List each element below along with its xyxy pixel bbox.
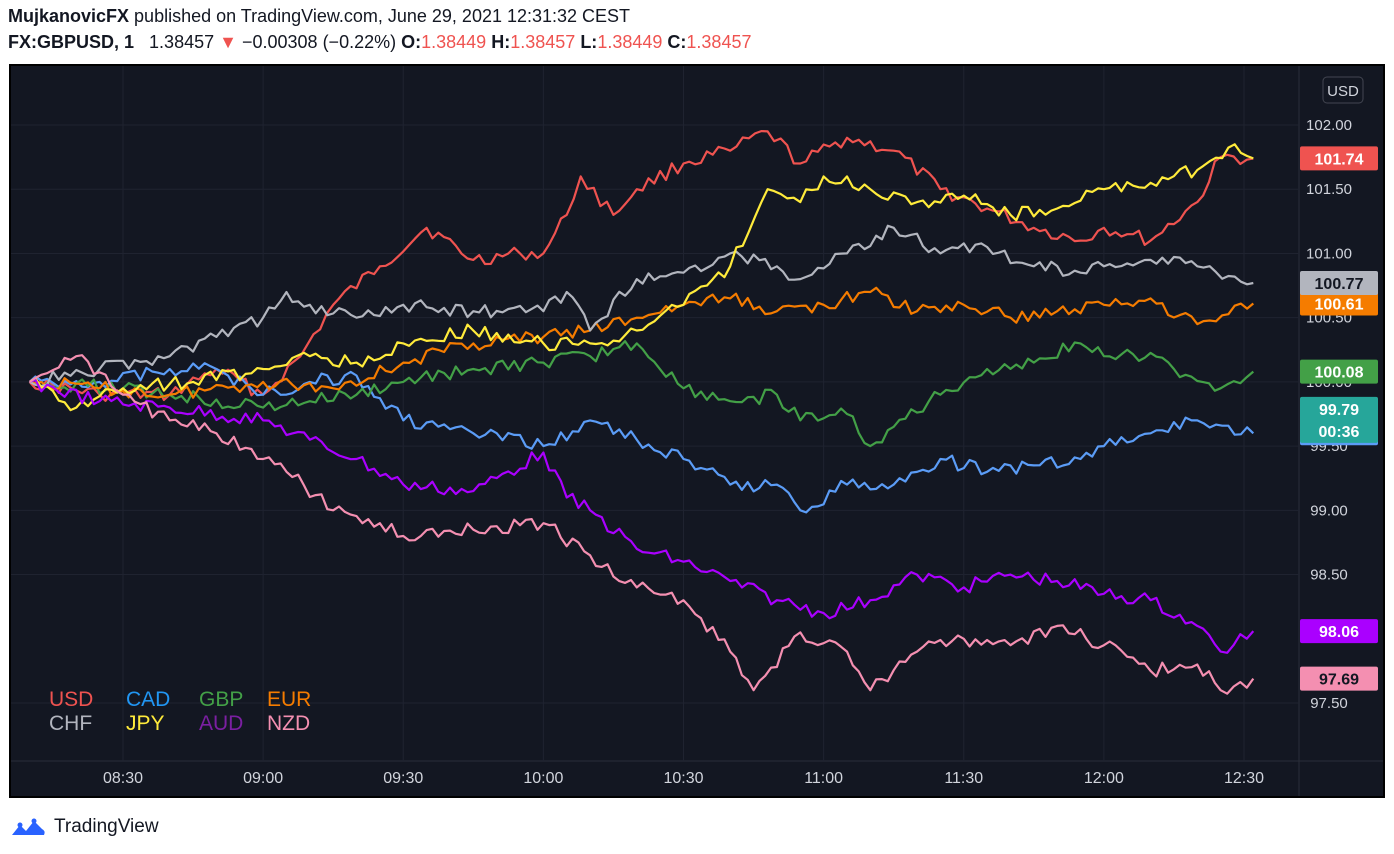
last-value-tag-eur: 100.61	[1315, 297, 1364, 314]
series-line-jpy	[29, 143, 1254, 412]
last-value-tag-nzd-bg	[1300, 666, 1378, 691]
legend-item-cad: CAD	[126, 688, 170, 711]
series-line-gbp	[29, 340, 1255, 448]
x-tick-label: 12:00	[1084, 770, 1124, 787]
low-value: 1.38449	[597, 32, 663, 52]
series-line-usd	[28, 129, 1254, 402]
open-value: 1.38449	[421, 32, 487, 52]
triangle-down-icon: ▼	[219, 32, 237, 52]
series-line-cad	[28, 362, 1255, 514]
y-tick-label: 99.00	[1310, 502, 1348, 519]
x-tick-label: 11:30	[944, 770, 983, 787]
last-value-tag-chf: 100.77	[1315, 276, 1364, 293]
footer-brand[interactable]: TradingView	[8, 814, 159, 840]
y-tick-label: 101.50	[1306, 181, 1352, 198]
x-tick-label: 08:30	[103, 770, 143, 787]
author-name[interactable]: MujkanovicFX	[8, 6, 130, 26]
x-tick-label: 12:30	[1224, 770, 1264, 787]
tradingview-cloud-icon	[12, 818, 45, 835]
currency-button[interactable]	[1322, 76, 1364, 104]
legend-item-aud: AUD	[199, 712, 243, 735]
countdown-price: 99.79	[1319, 402, 1359, 419]
chart-legend: USD CAD GBP EUR CHF JPY AUD NZD	[49, 688, 311, 735]
x-tick-label: 11:00	[804, 770, 843, 787]
time-axis[interactable]: 08:30 09:00 09:30 10:00 10:30 11:00 11:30 12:00…	[103, 770, 1264, 787]
legend-item-jpy: JPY	[126, 712, 165, 735]
last-value-tag-gbp: 100.08	[1315, 365, 1364, 382]
legend-item-nzd: NZD	[267, 712, 310, 735]
low-label: L:	[580, 32, 598, 52]
symbol-name: FX:GBPUSD, 1	[8, 32, 135, 52]
multi-currency-chart[interactable]: 102.00101.50101.00100.50100.0099.5099.00…	[11, 66, 1383, 796]
open-label: O:	[401, 32, 422, 52]
last-value-tag-gbp-bg	[1300, 359, 1378, 384]
published-text: published on TradingView.com, June 29, 2…	[134, 6, 631, 26]
countdown-badge-bg	[1300, 396, 1378, 443]
brand-name: TradingView	[54, 816, 159, 837]
x-tick-label: 10:30	[663, 770, 703, 787]
close-value: 1.38457	[686, 32, 752, 52]
currency-label: USD	[1327, 83, 1359, 100]
x-tick-label: 09:30	[383, 770, 423, 787]
countdown-timer: 00:36	[1319, 424, 1360, 441]
legend-item-gbp: GBP	[199, 688, 243, 711]
legend-item-usd: USD	[49, 688, 93, 711]
last-price: 1.38457	[149, 32, 215, 52]
close-label: C:	[667, 32, 687, 52]
chart-series	[28, 129, 1255, 695]
chart-panel[interactable]: 102.00101.50101.00100.50100.0099.5099.00…	[9, 64, 1385, 798]
price-axis[interactable]: 102.00101.50101.00100.50100.0099.5099.00…	[1306, 76, 1364, 712]
high-label: H:	[491, 32, 511, 52]
last-value-tag-chf-bg	[1300, 270, 1378, 295]
publish-info: MujkanovicFX published on TradingView.co…	[8, 6, 630, 27]
price-change: −0.00308 (−0.22%)	[241, 32, 397, 52]
y-tick-label: 102.00	[1306, 117, 1352, 134]
last-value-tag-eur-bg	[1300, 291, 1378, 316]
y-tick-label: 97.50	[1310, 695, 1348, 712]
x-tick-label: 10:00	[523, 770, 563, 787]
series-line-eur	[29, 286, 1254, 399]
y-tick-label: 98.50	[1310, 567, 1348, 584]
legend-item-chf: CHF	[49, 712, 92, 735]
last-value-tag-aud-bg	[1300, 619, 1378, 644]
series-line-aud	[29, 378, 1255, 654]
legend-item-eur: EUR	[267, 688, 311, 711]
last-value-tag-usd: 101.74	[1315, 151, 1364, 168]
last-value-tag-nzd: 97.69	[1319, 672, 1359, 689]
last-value-tags: 101.7499.60100.08100.61100.7798.0697.699…	[1300, 146, 1378, 691]
series-line-chf	[29, 224, 1254, 387]
symbol-info-bar: FX:GBPUSD, 1 1.38457 ▼ −0.00308 (−0.22%)…	[8, 32, 751, 53]
last-value-tag-aud: 98.06	[1319, 624, 1359, 641]
chart-grid	[11, 66, 1383, 796]
series-line-nzd	[28, 354, 1255, 695]
high-value: 1.38457	[510, 32, 576, 52]
y-tick-label: 101.00	[1306, 245, 1352, 262]
last-value-tag-usd-bg	[1300, 146, 1378, 171]
x-tick-label: 09:00	[243, 770, 283, 787]
